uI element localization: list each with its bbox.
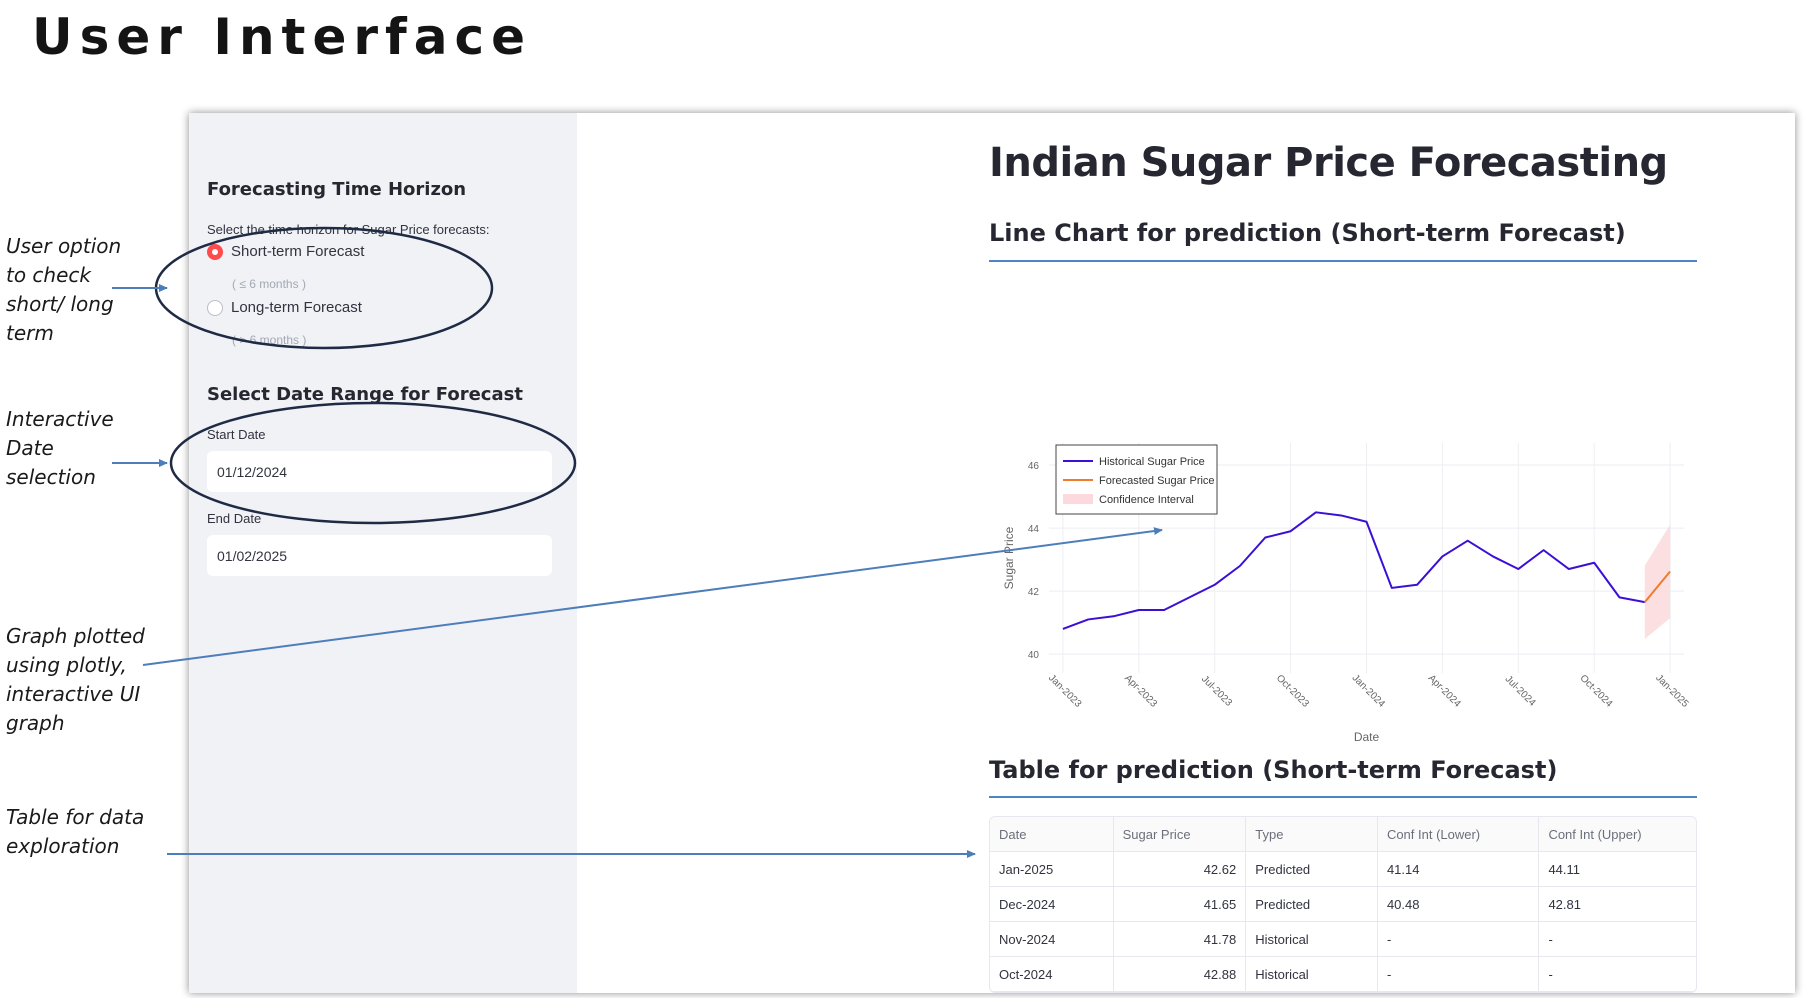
forecasted-sugar-price-line (1644, 570, 1671, 603)
end-date-input[interactable]: 01/02/2025 (207, 535, 552, 576)
annotation-line: selection (6, 465, 96, 489)
annotation-graph: Graph plotted using plotly, interactive … (6, 622, 145, 738)
annotation-line: Interactive (6, 407, 114, 431)
y-tick-label: 46 (1028, 461, 1040, 472)
table-header-divider (989, 796, 1697, 798)
annotation-line: Date (6, 436, 54, 460)
table-row: Jan-2025 42.62 Predicted 41.14 44.11 (990, 852, 1696, 887)
annotation-line: Table for data (6, 805, 145, 829)
table-cell[interactable]: 41.65 (1113, 887, 1247, 922)
x-tick-label: Apr-2023 (1122, 673, 1159, 710)
x-tick-label: Jan-2024 (1350, 673, 1388, 711)
start-date-input[interactable]: 01/12/2024 (207, 451, 552, 492)
table-cell[interactable]: 44.11 (1539, 852, 1696, 887)
annotation-line: Graph plotted (6, 624, 145, 648)
chart-header-divider (989, 260, 1697, 262)
x-tick-label: Oct-2024 (1578, 673, 1615, 710)
y-axis-label: Sugar Price (1002, 526, 1016, 589)
table-row: Nov-2024 41.78 Historical - - (990, 922, 1696, 957)
app-window: Forecasting Time Horizon Select the time… (189, 113, 1795, 993)
end-date-label: End Date (207, 511, 262, 526)
annotation-line: User option (6, 234, 122, 258)
table-cell[interactable]: Nov-2024 (990, 922, 1114, 957)
historical-sugar-price-line (1062, 511, 1645, 630)
table-row: Oct-2024 42.88 Historical - - (990, 957, 1696, 992)
column-header[interactable]: Sugar Price (1113, 817, 1247, 852)
legend-swatch (1063, 494, 1093, 504)
table-cell[interactable]: Historical (1246, 922, 1378, 957)
short-term-caption: ( ≤ 6 months ) (232, 277, 306, 291)
annotation-date: Interactive Date selection (6, 405, 114, 492)
radio-short-term-label: Short-term Forecast (231, 243, 365, 260)
legend-entry: Confidence Interval (1099, 494, 1194, 506)
date-range-heading: Select Date Range for Forecast (207, 384, 523, 405)
annotation-line: using plotly, (6, 653, 127, 677)
horizon-prompt: Select the time horizon for Sugar Price … (207, 222, 490, 237)
table-cell[interactable]: - (1539, 922, 1696, 957)
table-cell[interactable]: 42.62 (1113, 852, 1247, 887)
x-tick-label: Jan-2025 (1653, 673, 1691, 711)
table-header: Table for prediction (Short-term Forecas… (989, 756, 1558, 784)
x-tick-label: Oct-2023 (1274, 673, 1311, 710)
x-axis-label: Date (1354, 730, 1380, 744)
annotation-line: exploration (6, 834, 120, 858)
column-header[interactable]: Date (990, 817, 1114, 852)
y-tick-label: 44 (1028, 524, 1040, 535)
annotation-line: short/ long (6, 292, 114, 316)
table-cell[interactable]: Oct-2024 (990, 957, 1114, 992)
table-cell[interactable]: Predicted (1246, 887, 1378, 922)
y-tick-label: 40 (1028, 650, 1040, 661)
x-tick-label: Jul-2024 (1503, 674, 1538, 709)
annotation-line: interactive UI (6, 682, 141, 706)
x-tick-label: Jan-2023 (1046, 673, 1084, 711)
y-tick-label: 42 (1028, 587, 1040, 598)
prediction-table[interactable]: Date Sugar Price Type Conf Int (Lower) C… (989, 816, 1697, 993)
table-cell[interactable]: 40.48 (1377, 887, 1540, 922)
annotation-line: term (6, 321, 54, 345)
page-title: Indian Sugar Price Forecasting (989, 140, 1668, 186)
radio-long-term-label: Long-term Forecast (231, 299, 362, 316)
table-cell[interactable]: 41.78 (1113, 922, 1247, 957)
table-header-row: Date Sugar Price Type Conf Int (Lower) C… (990, 817, 1696, 852)
table-cell[interactable]: Dec-2024 (990, 887, 1114, 922)
column-header[interactable]: Conf Int (Upper) (1539, 817, 1696, 852)
column-header[interactable]: Conf Int (Lower) (1377, 817, 1540, 852)
start-date-label: Start Date (207, 427, 266, 442)
x-tick-label: Jul-2023 (1199, 674, 1234, 709)
table-cell[interactable]: Jan-2025 (990, 852, 1114, 887)
annotation-radio: User option to check short/ long term (6, 232, 121, 348)
table-cell[interactable]: - (1539, 957, 1696, 992)
x-tick-label: Apr-2024 (1426, 673, 1463, 710)
annotation-table: Table for data exploration (6, 803, 144, 861)
table-cell[interactable]: 42.88 (1113, 957, 1247, 992)
legend-entry: Historical Sugar Price (1099, 456, 1205, 468)
table-cell[interactable]: Predicted (1246, 852, 1378, 887)
table-cell[interactable]: Historical (1246, 957, 1378, 992)
radio-selected-icon[interactable] (207, 243, 223, 260)
table-cell[interactable]: 42.81 (1539, 887, 1696, 922)
annotation-line: to check (6, 263, 91, 287)
table-cell[interactable]: 41.14 (1377, 852, 1540, 887)
table-row: Dec-2024 41.65 Predicted 40.48 42.81 (990, 887, 1696, 922)
radio-short-term[interactable]: Short-term Forecast (207, 243, 364, 260)
sidebar: Forecasting Time Horizon Select the time… (189, 113, 577, 993)
radio-unselected-icon[interactable] (207, 299, 223, 316)
horizon-heading: Forecasting Time Horizon (207, 179, 467, 200)
table-cell[interactable]: - (1377, 922, 1540, 957)
long-term-caption: ( > 6 months ) (232, 333, 307, 347)
chart-header: Line Chart for prediction (Short-term Fo… (989, 219, 1626, 247)
confidence-interval-band (1644, 524, 1671, 639)
radio-long-term[interactable]: Long-term Forecast (207, 299, 362, 316)
slide-title: User Interface (32, 8, 533, 66)
annotation-line: graph (6, 711, 65, 735)
table-cell[interactable]: - (1377, 957, 1540, 992)
legend-entry: Forecasted Sugar Price (1099, 475, 1215, 487)
column-header[interactable]: Type (1246, 817, 1378, 852)
